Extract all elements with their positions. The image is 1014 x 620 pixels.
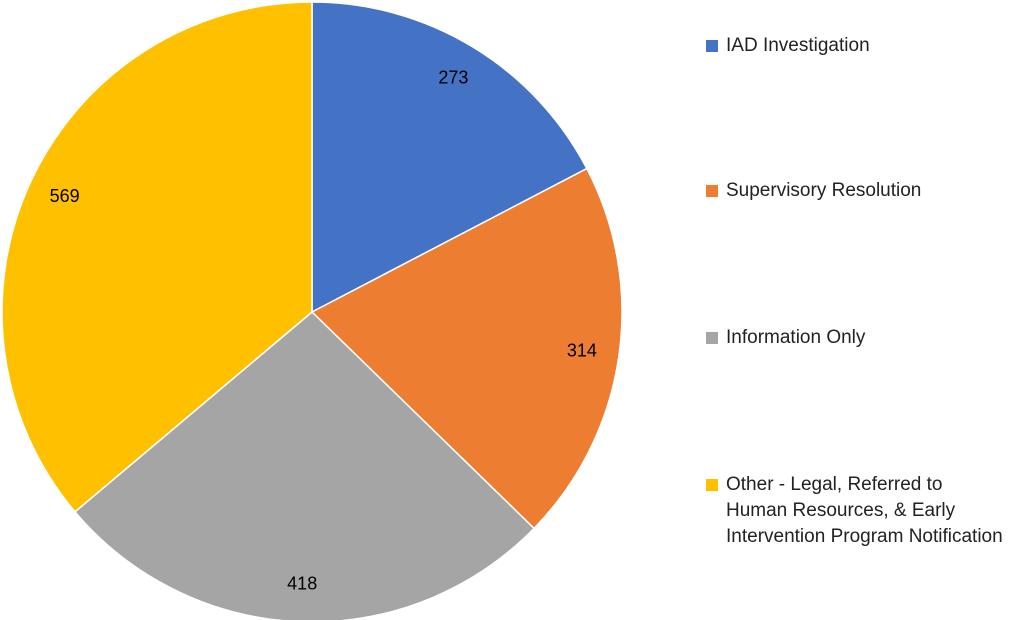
pie-slice: [1, 1, 313, 513]
data-label: 273: [438, 67, 468, 87]
legend-label: Other - Legal, Referred to Human Resourc…: [726, 474, 1003, 547]
legend-label: IAD Investigation: [726, 35, 870, 56]
legend-swatch: [706, 332, 718, 344]
legend-item: Supervisory Resolution: [706, 178, 1006, 204]
data-label: 314: [567, 340, 597, 360]
legend-item: Other - Legal, Referred to Human Resourc…: [706, 472, 1006, 550]
legend-item: Information Only: [706, 325, 1006, 351]
chart: 273 314 418 569: [1, 1, 623, 620]
data-label: 569: [50, 186, 80, 206]
pie-slice: [73, 310, 536, 620]
legend-label: Information Only: [726, 327, 866, 348]
legend-swatch: [706, 185, 718, 197]
pie-slice: [311, 1, 588, 314]
legend-swatch: [706, 479, 718, 491]
legend-label: Supervisory Resolution: [726, 180, 922, 201]
legend-item: IAD Investigation: [706, 33, 1006, 59]
data-label: 418: [287, 573, 317, 593]
legend-swatch: [706, 40, 718, 52]
pie-slice: [310, 167, 623, 530]
